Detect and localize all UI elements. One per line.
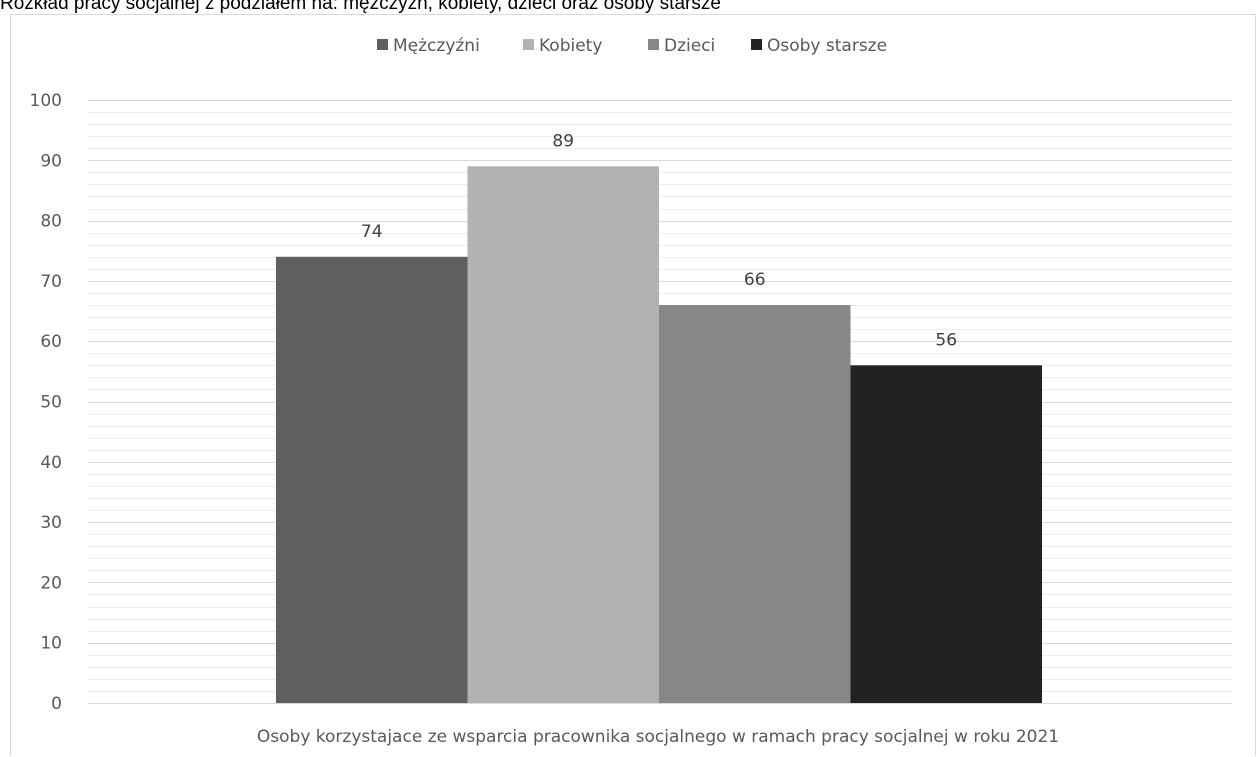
legend-label: Mężczyźni [393, 36, 480, 56]
legend-swatch [751, 39, 762, 50]
page-title: Rozkład pracy socjalnej z podziałem na: … [0, 0, 721, 14]
data-label: 74 [361, 222, 383, 242]
legend-swatch [648, 39, 659, 50]
legend-label: Dzieci [664, 36, 715, 56]
bar [467, 166, 659, 703]
data-label: 89 [552, 131, 574, 151]
x-axis: Osoby korzystajace ze wsparcia pracownik… [88, 703, 1232, 747]
bar [850, 365, 1042, 703]
legend-swatch [377, 39, 388, 50]
y-tick-label: 50 [40, 393, 62, 413]
legend-label: Osoby starsze [767, 36, 887, 56]
x-category-label: Osoby korzystajace ze wsparcia pracownik… [257, 727, 1059, 747]
y-tick-label: 20 [40, 573, 62, 593]
y-axis: 0 10 20 30 40 50 60 70 80 90 100 [30, 91, 62, 714]
y-tick-label: 40 [40, 453, 62, 473]
legend-label: Kobiety [539, 36, 602, 56]
bar [659, 305, 851, 703]
y-tick-label: 0 [51, 694, 62, 714]
y-tick-label: 80 [40, 212, 62, 232]
y-tick-label: 90 [40, 151, 62, 171]
y-tick-label: 60 [40, 332, 62, 352]
bar [276, 256, 468, 703]
y-tick-label: 70 [40, 272, 62, 292]
y-tick-label: 30 [40, 513, 62, 533]
data-labels: 74 89 66 56 [361, 131, 957, 350]
chart-frame [10, 14, 1256, 756]
y-tick-label: 10 [40, 634, 62, 654]
legend-swatch [523, 39, 534, 50]
y-tick-label: 100 [30, 91, 62, 111]
bars [276, 166, 1042, 703]
data-label: 56 [935, 330, 957, 350]
data-label: 66 [744, 270, 766, 290]
legend: Mężczyźni Kobiety Dzieci Osoby starsze [377, 36, 887, 56]
